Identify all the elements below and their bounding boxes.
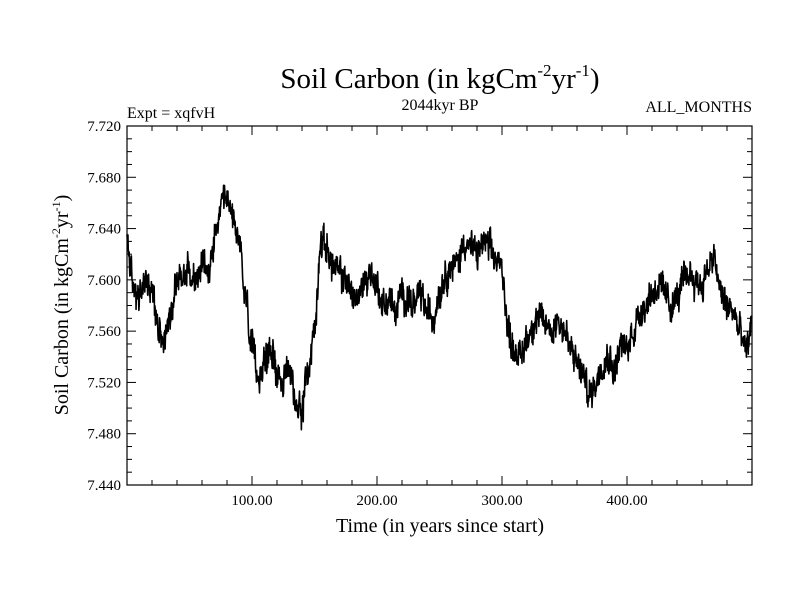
x-tick-label: 300.00	[481, 493, 522, 509]
ticks-layer: 7.440 7.480 7.520 7.560 7.600 7.640 7.680 7.720…	[87, 119, 752, 509]
x-tick-label: 200.00	[356, 493, 397, 509]
ylabel-sup2: -1	[49, 201, 63, 211]
y-tick-label: 7.520	[87, 375, 121, 391]
subtitle-expt: Expt = xqfvH	[127, 105, 216, 122]
title-mid: yr	[552, 63, 577, 95]
title-sup2: -1	[576, 61, 590, 80]
series-layer	[126, 184, 753, 431]
x-tick-label: 100.00	[231, 493, 272, 509]
ylabel-sup1: -2	[49, 228, 63, 238]
title-end: )	[590, 63, 600, 95]
ylabel-main: Soil Carbon (in kgCm	[51, 238, 73, 416]
y-tick-label: 7.720	[87, 119, 121, 135]
subtitle-period: 2044kyr BP	[402, 97, 479, 114]
x-axis-label: Time (in years since start)	[336, 515, 544, 537]
subtitle-months: ALL_MONTHS	[645, 99, 752, 116]
title-main: Soil Carbon (in kgCm	[280, 63, 537, 95]
y-axis-label: Soil Carbon (in kgCm-2yr-1)	[49, 195, 73, 416]
y-tick-label: 7.440	[87, 478, 121, 494]
y-tick-label: 7.480	[87, 427, 121, 443]
x-tick-label: 400.00	[606, 493, 647, 509]
y-tick-label: 7.680	[87, 170, 121, 186]
y-tick-label: 7.560	[87, 324, 121, 340]
ylabel-end: )	[51, 195, 73, 202]
ylabel-mid: yr	[51, 211, 73, 228]
y-tick-label: 7.640	[87, 222, 121, 238]
y-tick-label: 7.600	[87, 273, 121, 289]
title-sup1: -2	[537, 61, 551, 80]
plot-frame	[126, 125, 753, 486]
series-line-soil-carbon	[126, 184, 753, 431]
chart-title: Soil Carbon (in kgCm-2yr-1)	[280, 61, 599, 95]
